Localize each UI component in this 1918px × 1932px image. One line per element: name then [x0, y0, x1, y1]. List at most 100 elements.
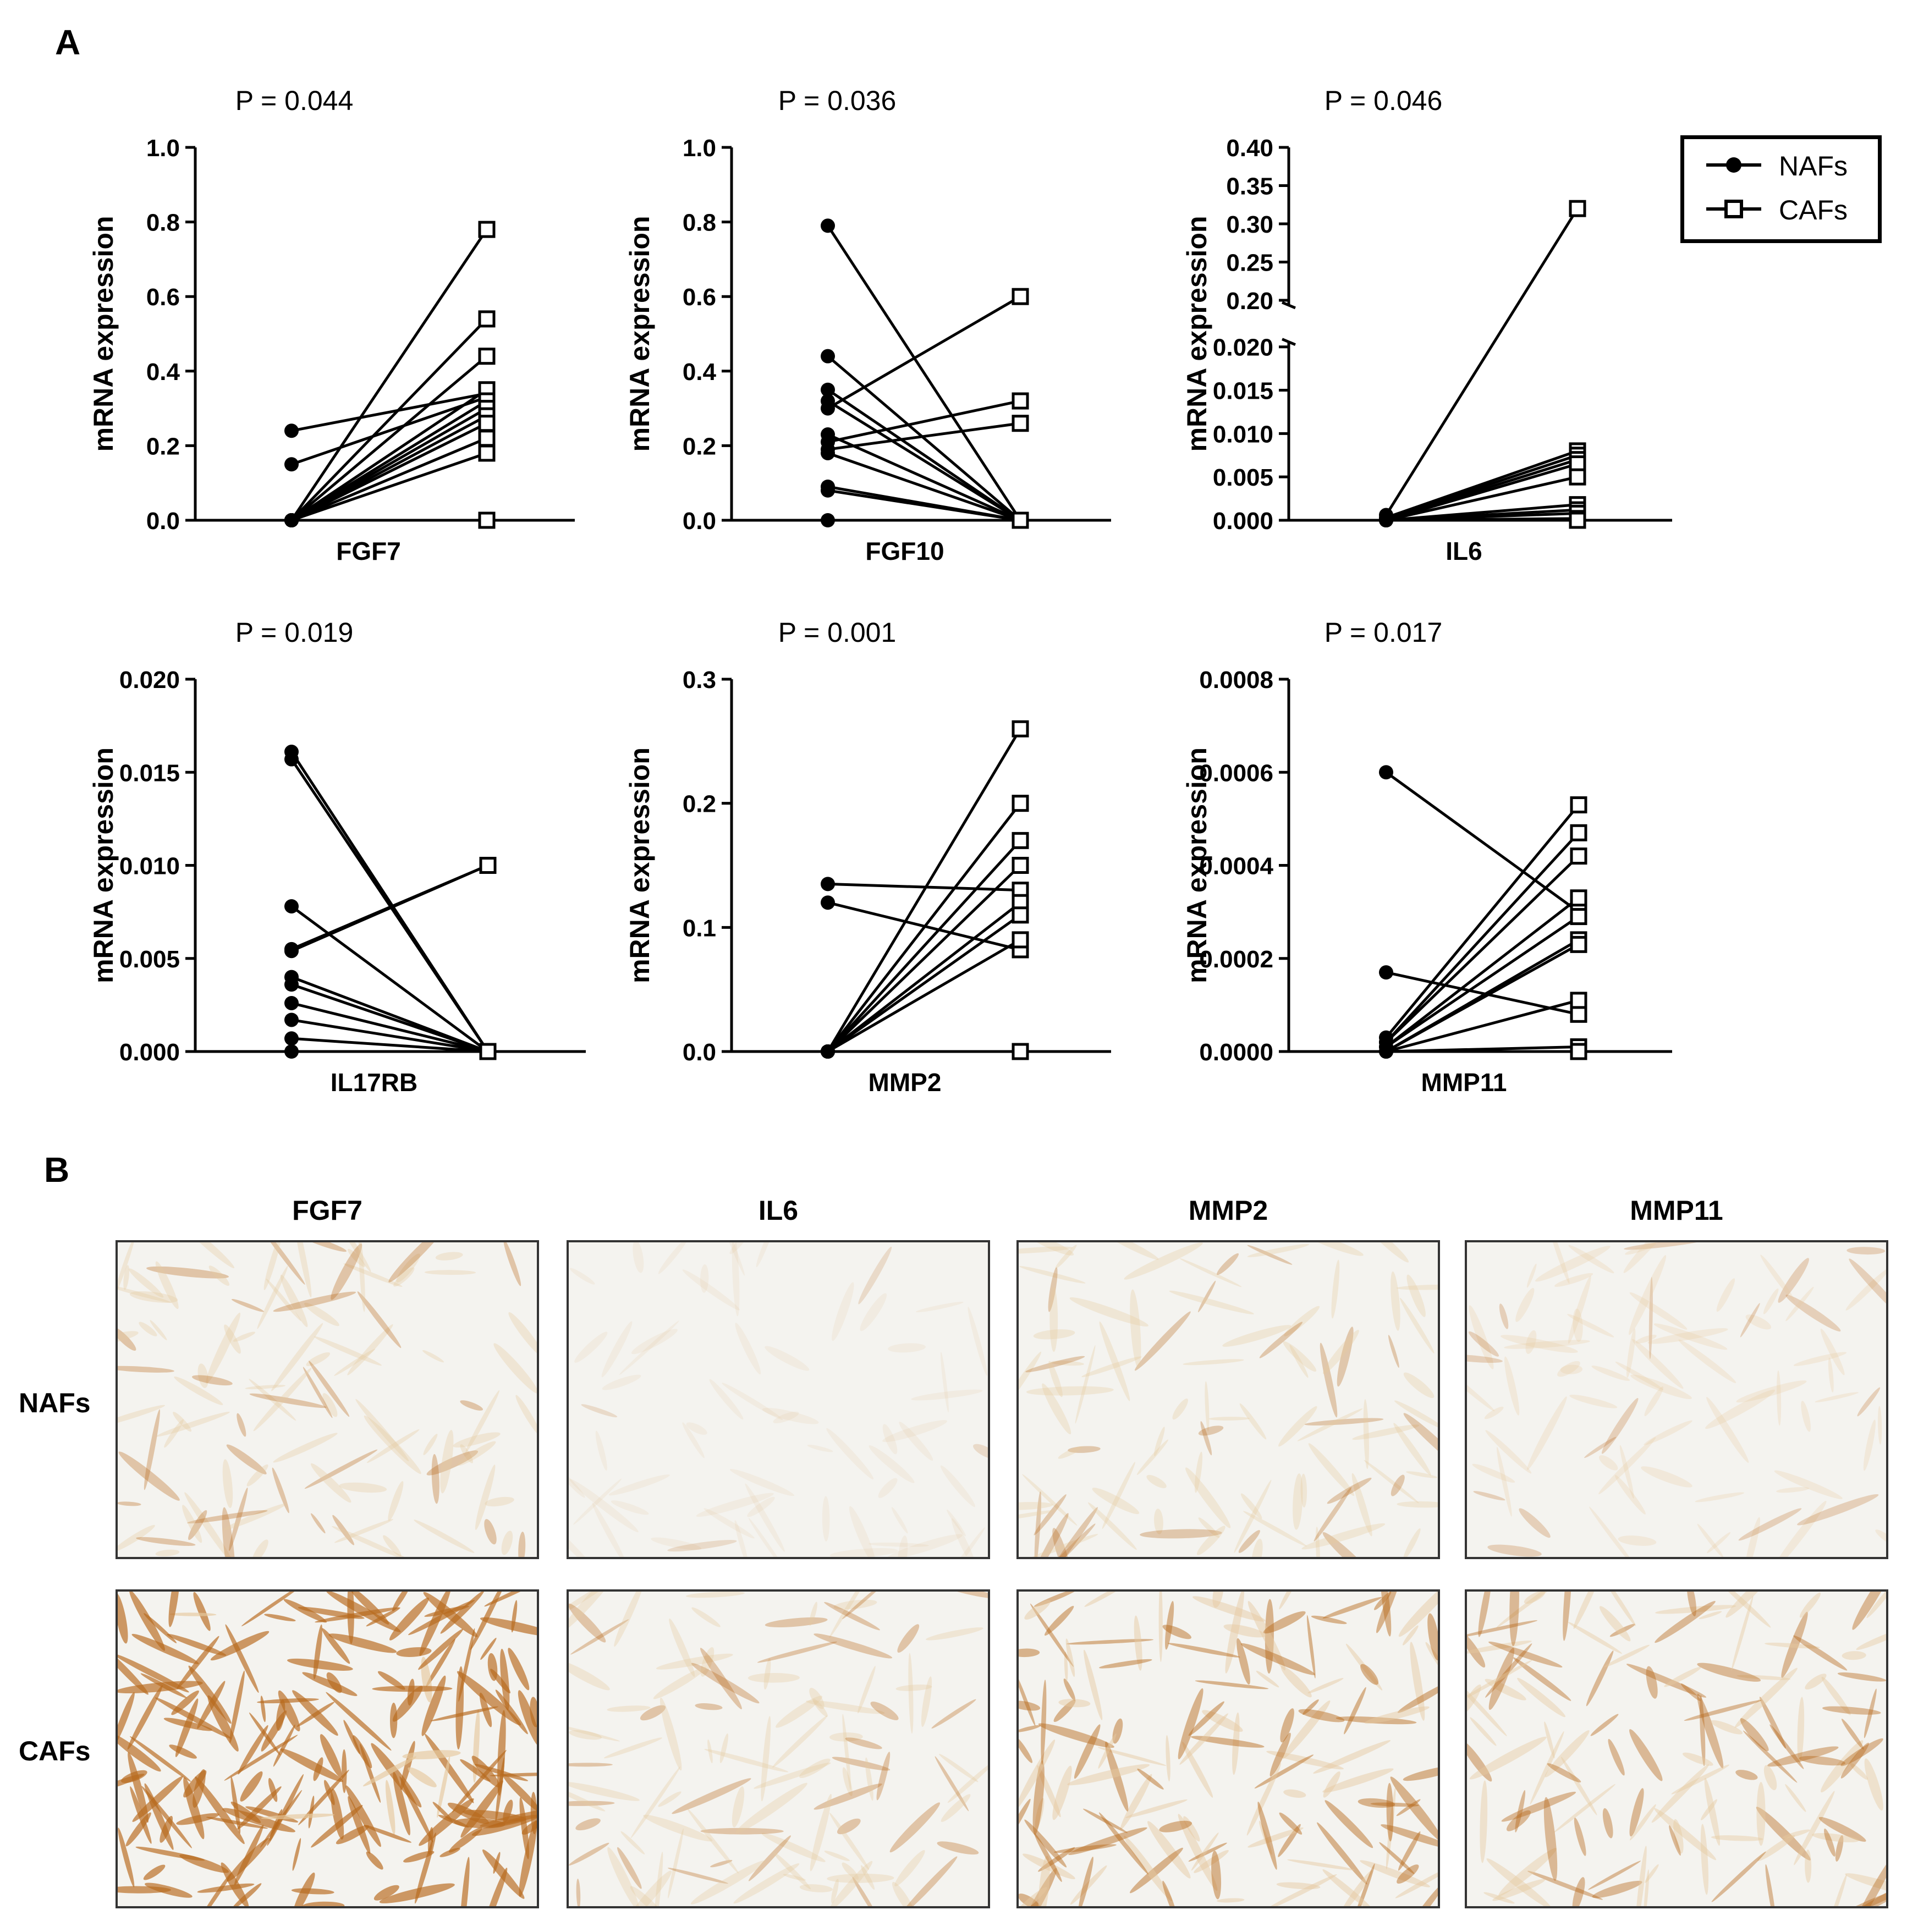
panel-a-label: A — [55, 23, 81, 62]
pair-line — [291, 1018, 488, 1053]
pair-line — [827, 295, 1021, 410]
stained-cell — [1535, 1246, 1611, 1282]
stained-cell — [592, 1502, 626, 1557]
stained-cell — [569, 1782, 640, 1801]
caf-point — [1570, 908, 1587, 926]
stained-cell — [1068, 1827, 1147, 1855]
stained-cell — [700, 1648, 742, 1709]
stained-cell — [1304, 1418, 1384, 1425]
stained-cell — [704, 1749, 789, 1773]
stained-cell — [1179, 1713, 1228, 1765]
stained-cell — [392, 1592, 411, 1612]
stained-cell — [237, 1413, 246, 1437]
stained-cell — [348, 1592, 389, 1625]
stained-cell — [193, 1769, 206, 1808]
stained-cell — [658, 1791, 682, 1807]
y-tick-label: 0.020 — [1213, 334, 1273, 361]
stained-cell — [224, 1324, 241, 1354]
stained-cell — [1196, 1526, 1225, 1555]
stained-cell — [1782, 1829, 1810, 1839]
stained-cell — [1293, 1473, 1303, 1530]
stained-cell — [1317, 1822, 1367, 1885]
stained-cell — [1247, 1601, 1286, 1671]
stained-cell — [1166, 1735, 1170, 1782]
pair-line — [1384, 207, 1579, 516]
stained-cell — [303, 1367, 333, 1418]
stained-cell — [719, 1733, 729, 1763]
stained-cell — [302, 1672, 358, 1696]
micrograph-texture — [118, 1242, 537, 1557]
pair-line — [290, 905, 489, 1053]
y-tick-label: 0.35 — [1226, 173, 1273, 200]
stained-cell — [669, 1619, 695, 1677]
stained-cell — [484, 1519, 497, 1545]
stained-cell — [1403, 1372, 1435, 1399]
stained-cell — [339, 1482, 387, 1493]
stained-cell — [1781, 1611, 1808, 1678]
naf-point — [1379, 513, 1393, 527]
stained-cell — [230, 1776, 241, 1834]
stained-cell — [1600, 1606, 1631, 1642]
stained-cell — [1655, 1601, 1716, 1643]
stained-cell — [1314, 1487, 1352, 1542]
stained-cell — [1400, 1297, 1435, 1354]
stained-cell — [569, 1730, 602, 1740]
stained-cell — [1070, 1865, 1107, 1905]
stained-cell — [1467, 1675, 1507, 1736]
stained-cell — [611, 1500, 649, 1515]
stained-cell — [427, 1827, 433, 1855]
stained-cell — [1560, 1364, 1583, 1374]
stained-cell — [366, 1851, 383, 1870]
stained-cell — [1740, 1718, 1769, 1752]
y-axis-label-il17rb: mRNA expression — [88, 747, 119, 983]
stained-cell — [1120, 1774, 1152, 1830]
stained-cell — [1738, 1508, 1802, 1541]
stained-cell — [334, 1519, 394, 1543]
stained-cell — [1019, 1502, 1053, 1510]
stained-cell — [829, 1732, 863, 1742]
stained-cell — [1402, 1625, 1419, 1645]
stained-cell — [1047, 1507, 1098, 1557]
stained-cell — [651, 1537, 701, 1550]
stained-cell — [118, 1366, 174, 1373]
stained-cell — [457, 1441, 496, 1466]
stained-cell — [1082, 1808, 1128, 1834]
stained-cell — [700, 1264, 709, 1293]
stained-cell — [1635, 1334, 1657, 1344]
stained-cell — [824, 1602, 880, 1631]
stained-cell — [845, 1737, 882, 1749]
stained-cell — [1124, 1836, 1173, 1902]
stained-cell — [1478, 1592, 1492, 1637]
stained-cell — [826, 1428, 874, 1479]
column-header-mmp11: MMP11 — [1630, 1195, 1723, 1226]
stained-cell — [1019, 1894, 1041, 1906]
stained-cell — [1313, 1740, 1391, 1774]
stained-cell — [1686, 1592, 1697, 1617]
stained-cell — [1653, 1323, 1728, 1350]
pair-line — [291, 1001, 488, 1053]
pair-line — [827, 355, 1021, 521]
stained-cell — [1391, 1271, 1400, 1331]
stained-cell — [1695, 1492, 1745, 1502]
pair-line — [291, 1037, 488, 1053]
stained-cell — [169, 1744, 197, 1759]
stained-cell — [1820, 1328, 1845, 1375]
y-tick-label: 0.4 — [683, 359, 717, 386]
stained-cell — [308, 1796, 315, 1829]
stained-cell — [131, 1633, 199, 1664]
stained-cell — [1630, 1374, 1692, 1399]
stained-cell — [608, 1474, 670, 1496]
pair-line — [827, 839, 1021, 1053]
caf-point — [1012, 511, 1029, 529]
stained-cell — [273, 1433, 338, 1463]
stained-cell — [1351, 1473, 1372, 1537]
pair-line — [1386, 458, 1578, 521]
stained-cell — [287, 1658, 353, 1671]
stained-cell — [569, 1603, 606, 1643]
stained-cell — [342, 1749, 347, 1793]
stained-cell — [1247, 1243, 1310, 1257]
stained-cell — [911, 1389, 983, 1401]
stained-cell — [1147, 1821, 1191, 1879]
stained-cell — [1038, 1856, 1050, 1906]
stained-cell — [888, 1343, 926, 1353]
